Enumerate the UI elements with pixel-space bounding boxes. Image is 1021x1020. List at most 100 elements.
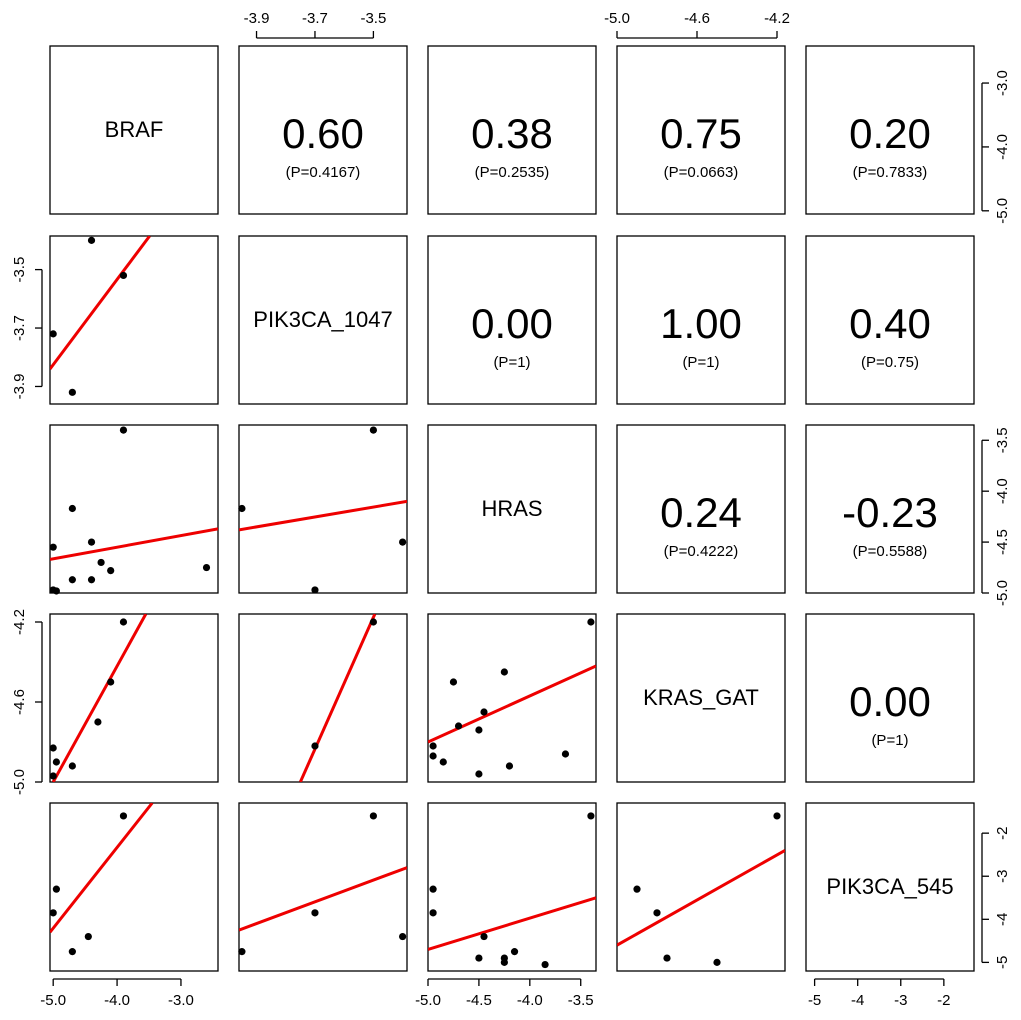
data-point — [68, 388, 76, 396]
data-point — [87, 236, 96, 244]
p-value: (P=0.75) — [861, 354, 919, 371]
data-point — [49, 744, 57, 752]
variable-label: HRAS — [481, 496, 542, 521]
panel-frame-r2-c4 — [805, 424, 975, 594]
data-point — [369, 618, 377, 626]
data-point — [52, 587, 60, 595]
correlation-value: 0.00 — [849, 678, 931, 725]
tick-label: -5.0 — [604, 10, 630, 27]
data-point — [68, 948, 76, 956]
data-point — [311, 742, 319, 750]
tick-label: -5.0 — [40, 992, 66, 1009]
panel-frame-r4-c3 — [616, 802, 786, 972]
tick-label: -3.0 — [994, 70, 1011, 96]
data-point — [49, 909, 57, 917]
p-value: (P=1) — [493, 354, 530, 371]
data-point — [663, 954, 671, 962]
tick-label: -4.2 — [764, 10, 790, 27]
data-point — [119, 426, 128, 434]
tick-label: -2 — [937, 992, 950, 1009]
p-value: (P=0.4222) — [664, 543, 739, 560]
data-point — [475, 954, 483, 962]
regression-line — [239, 866, 407, 932]
tick-label: -3.5 — [360, 10, 386, 27]
data-point — [475, 770, 483, 778]
data-point — [49, 543, 57, 551]
p-value: (P=0.7833) — [853, 164, 928, 181]
tick-label: -5.0 — [994, 580, 1011, 606]
correlation-value: 0.60 — [282, 110, 364, 157]
data-point — [68, 762, 76, 770]
data-point — [399, 932, 407, 941]
data-point — [68, 504, 76, 513]
data-point — [49, 330, 57, 338]
data-point — [439, 758, 447, 766]
data-point — [480, 932, 488, 941]
data-point — [311, 586, 319, 594]
p-value: (P=0.5588) — [853, 543, 928, 560]
tick-label: -5.0 — [11, 769, 28, 795]
data-point — [773, 812, 781, 820]
panel-frame-r1-c3 — [616, 235, 786, 405]
variable-label: KRAS_GAT — [643, 685, 759, 710]
correlation-value: 1.00 — [660, 300, 742, 347]
regression-line — [617, 849, 785, 947]
p-value: (P=1) — [871, 732, 908, 749]
tick-label: -2 — [994, 826, 1011, 839]
tick-label: -5 — [994, 956, 1011, 969]
tick-label: -5.0 — [415, 992, 441, 1009]
panel-frame-r1-c1 — [238, 235, 408, 405]
data-point — [119, 618, 128, 626]
data-point — [429, 909, 437, 917]
data-point — [429, 752, 437, 760]
tick-label: -4.5 — [994, 529, 1011, 555]
tick-label: -3 — [994, 870, 1011, 883]
data-point — [119, 271, 128, 280]
tick-label: -3.7 — [11, 315, 28, 341]
p-value: (P=1) — [682, 354, 719, 371]
data-point — [49, 772, 57, 780]
tick-label: -5.0 — [994, 198, 1011, 224]
p-value: (P=0.2535) — [475, 164, 550, 181]
tick-label: -4.0 — [517, 992, 543, 1009]
data-point — [587, 618, 595, 626]
tick-label: -4.0 — [994, 134, 1011, 160]
data-point — [119, 812, 128, 820]
p-value: (P=0.4167) — [286, 164, 361, 181]
panel-frame-r2-c0 — [49, 424, 219, 594]
panel-frame-r3-c4 — [805, 613, 975, 783]
data-point — [369, 426, 377, 434]
tick-label: -4 — [851, 992, 864, 1009]
regression-line — [50, 527, 218, 561]
data-point — [429, 885, 437, 893]
data-point — [475, 726, 483, 734]
tick-label: -4.5 — [466, 992, 492, 1009]
data-point — [52, 885, 60, 893]
panel-frame-r2-c1 — [238, 424, 408, 594]
regression-line — [51, 614, 148, 782]
tick-label: -3.5 — [994, 427, 1011, 453]
correlation-value: 0.00 — [471, 300, 553, 347]
variable-label: PIK3CA_1047 — [253, 307, 392, 332]
tick-label: -3.7 — [302, 10, 328, 27]
panel-frame-r0-c3 — [616, 45, 786, 215]
panel-frame-r0-c4 — [805, 45, 975, 215]
variable-label: PIK3CA_545 — [826, 874, 953, 899]
correlation-value: 0.24 — [660, 489, 742, 536]
tick-label: -4.0 — [104, 992, 130, 1009]
data-point — [311, 909, 319, 917]
tick-label: -3.9 — [244, 10, 270, 27]
data-point — [84, 932, 92, 941]
data-point — [202, 563, 211, 572]
tick-label: -4.0 — [994, 478, 1011, 504]
variable-label: BRAF — [105, 117, 164, 142]
data-point — [500, 958, 508, 966]
data-point — [633, 885, 641, 893]
panel-frame-r3-c1 — [238, 613, 408, 783]
data-point — [587, 812, 595, 820]
tick-label: -3 — [894, 992, 907, 1009]
correlation-value: 0.20 — [849, 110, 931, 157]
p-value: (P=0.0663) — [664, 164, 739, 181]
data-point — [97, 558, 105, 567]
tick-label: -4.6 — [684, 10, 710, 27]
